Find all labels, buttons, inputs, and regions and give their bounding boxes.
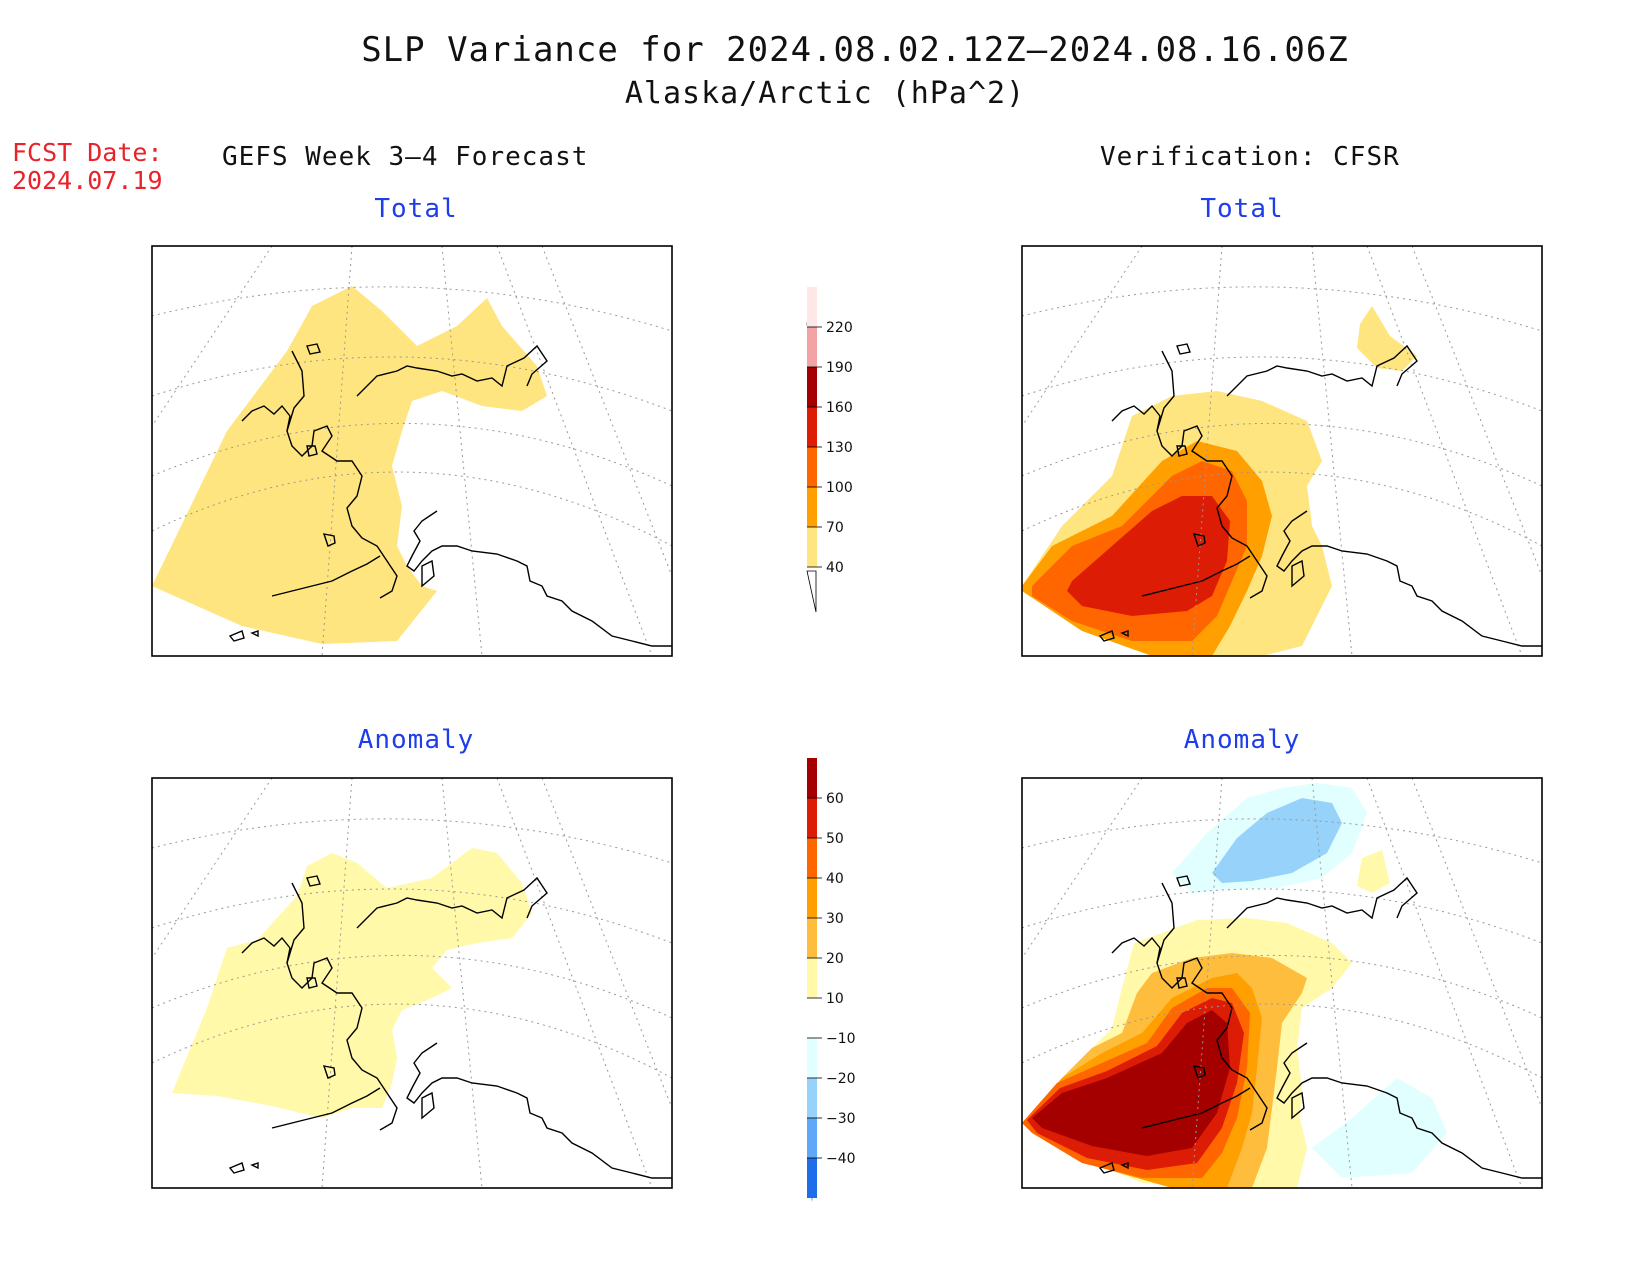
total-colorbar-swatch [807,287,817,327]
anomaly-colorbar-tick-label: 20 [826,951,844,967]
anomaly-colorbar-swatch [807,838,817,878]
anomaly-colorbar-tick-label: −20 [826,1071,856,1087]
verification-total-title: Total [1200,194,1284,224]
anomaly-colorbar-tick-label: 40 [826,871,844,887]
total-colorbar-bottom-cap [806,570,817,613]
anomaly-colorbar-tick-label: 30 [826,911,844,927]
anomaly-colorbar-swatch [807,758,817,798]
anomaly-colorbar-tick-label: −10 [826,1031,856,1047]
anomaly-colorbar-swatch [807,798,817,838]
forecast-column-heading: GEFS Week 3–4 Forecast [222,142,589,172]
total-colorbar-tick-label: 220 [826,320,853,336]
figure-title: SLP Variance for 2024.08.02.12Z–2024.08.… [361,30,1349,70]
forecast-total-title: Total [374,194,458,224]
total-colorbar-tick-label: 160 [826,400,853,416]
total-colorbar-tick-label: 130 [826,440,853,456]
total-colorbar-tick-label: 190 [826,360,853,376]
anomaly-colorbar-swatch [807,1038,817,1078]
anomaly-colorbar-swatch [807,1078,817,1118]
forecast-total-map [151,245,673,657]
forecast-date-value: 2024.07.19 [12,166,163,195]
total-colorbar-swatch [807,447,817,487]
total-colorbar-tick-label: 100 [826,480,853,496]
total-colorbar-swatch [807,327,817,367]
verification-anomaly-title: Anomaly [1183,725,1301,755]
anomaly-colorbar-swatch [807,998,817,1038]
anomaly-colorbar-tick-label: −30 [826,1111,856,1127]
anomaly-colorbar-swatch [807,918,817,958]
anomaly-colorbar-swatch [807,1118,817,1158]
forecast-anomaly-map [151,777,673,1189]
anomaly-colorbar: 60 50 40 30 20 10 −10 −20 −30 −40 [807,758,856,1202]
anomaly-colorbar-swatch [807,958,817,998]
anomaly-colorbar-tick-label: 50 [826,831,844,847]
anomaly-colorbar-swatch [807,878,817,918]
forecast-anomaly-title: Anomaly [357,725,475,755]
anomaly-colorbar-tick-label: 60 [826,791,844,807]
total-colorbar: 220 190 160 130 100 70 40 [806,287,853,613]
total-colorbar-swatch [807,367,817,407]
forecast-date-label: FCST Date: [12,138,163,167]
verification-total-map [1021,245,1543,657]
verification-column-heading: Verification: CFSR [1100,142,1400,172]
anomaly-colorbar-bottom-cap [807,1160,817,1202]
total-colorbar-swatch [807,487,817,527]
total-colorbar-tick-label: 40 [826,560,844,576]
total-colorbar-swatch [807,407,817,447]
total-colorbar-tick-label: 70 [826,520,844,536]
figure-subtitle: Alaska/Arctic (hPa^2) [624,76,1026,111]
total-colorbar-swatch [807,527,817,567]
anomaly-colorbar-tick-label: −40 [826,1151,856,1167]
verification-anomaly-map [1021,777,1543,1189]
anomaly-colorbar-tick-label: 10 [826,991,844,1007]
